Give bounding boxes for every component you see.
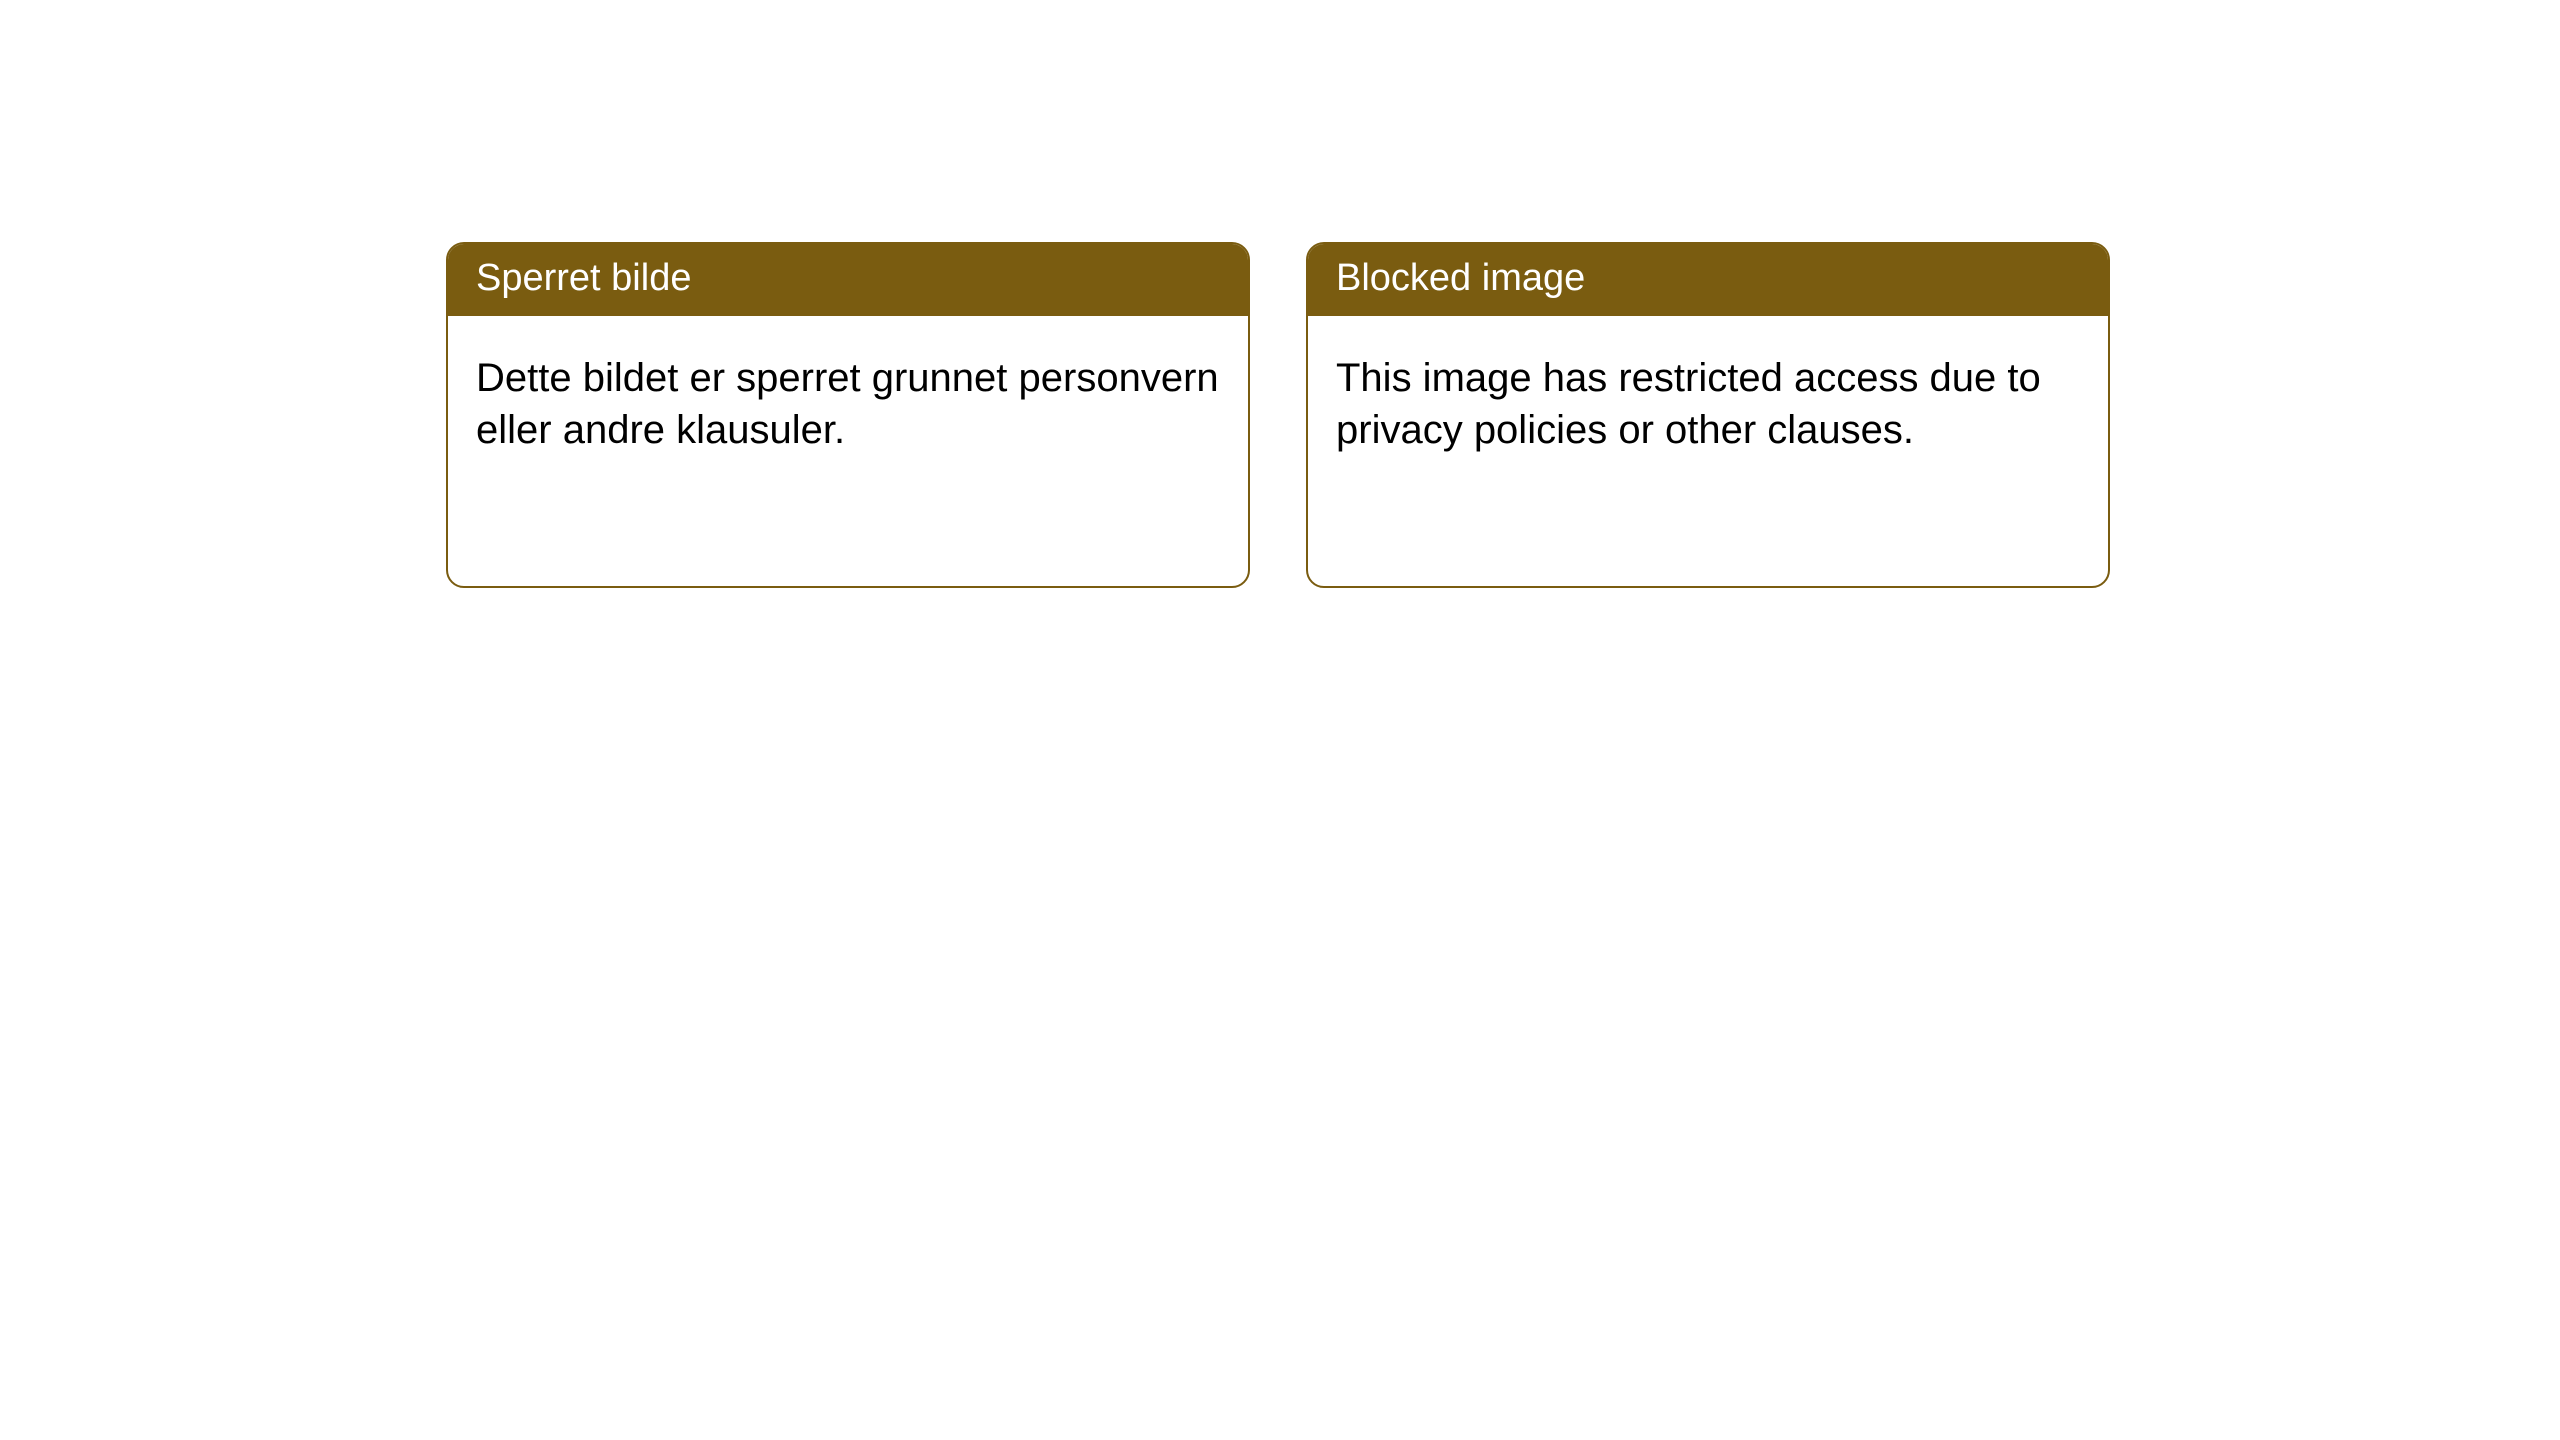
notice-card-norwegian: Sperret bilde Dette bildet er sperret gr… (446, 242, 1250, 588)
notice-body-english: This image has restricted access due to … (1308, 316, 2108, 586)
notice-body-norwegian: Dette bildet er sperret grunnet personve… (448, 316, 1248, 586)
notice-header-english: Blocked image (1308, 244, 2108, 316)
notice-cards-container: Sperret bilde Dette bildet er sperret gr… (0, 0, 2560, 588)
notice-card-english: Blocked image This image has restricted … (1306, 242, 2110, 588)
notice-header-norwegian: Sperret bilde (448, 244, 1248, 316)
